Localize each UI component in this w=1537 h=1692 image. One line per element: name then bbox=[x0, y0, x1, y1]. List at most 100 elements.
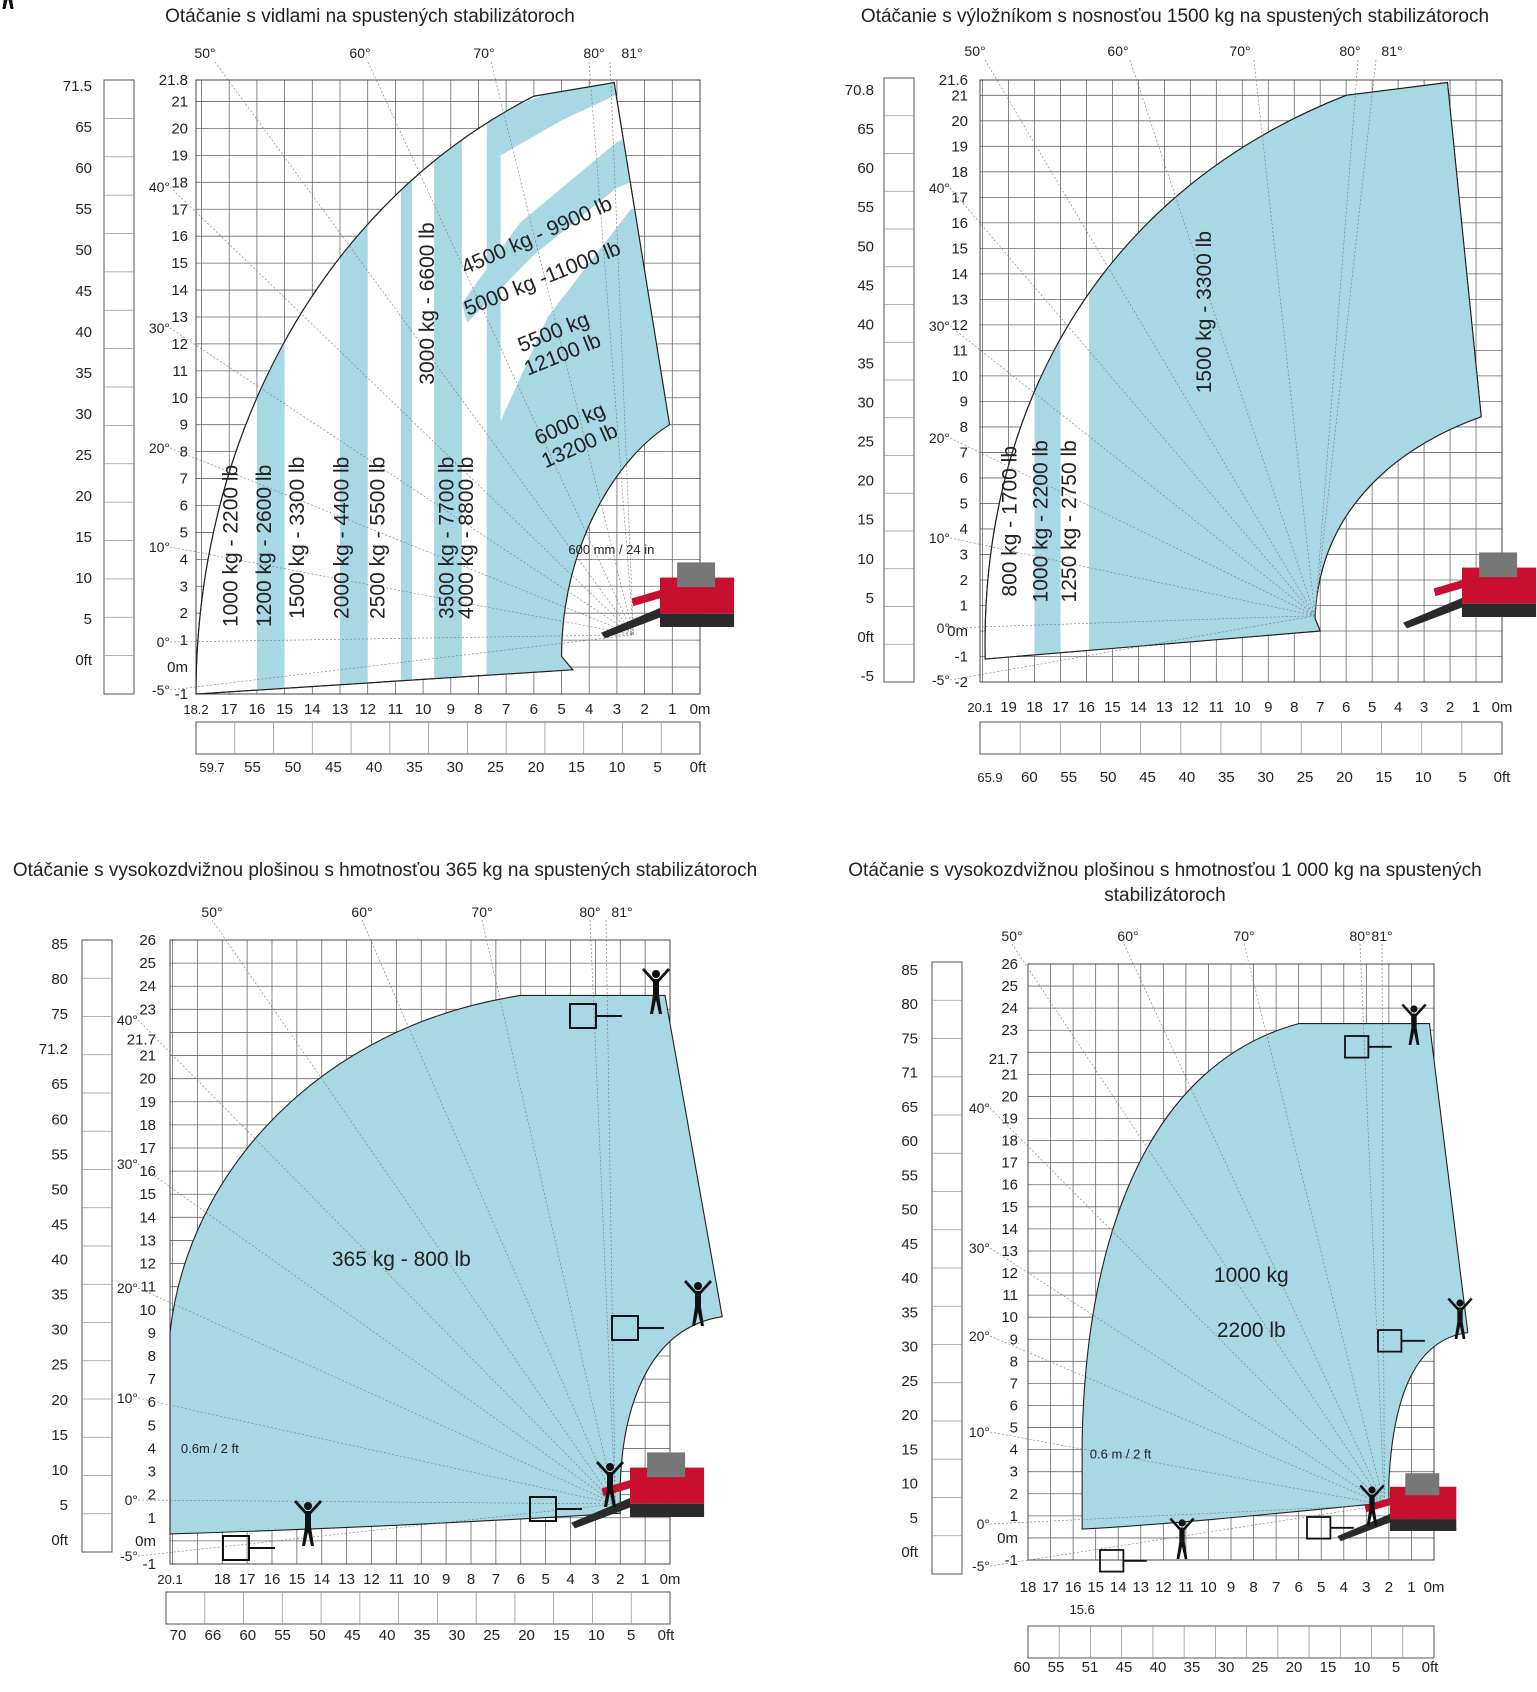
c2-series-label: 800 kg - 1700 lb bbox=[998, 446, 1021, 597]
c3-person-icon bbox=[684, 1280, 712, 1326]
c1-ft-ytick: 15 bbox=[75, 529, 92, 546]
c1-ytick: 3 bbox=[180, 578, 188, 595]
c2-xtick: 1 bbox=[1472, 699, 1480, 716]
c3-ft-xtick: 50 bbox=[309, 1627, 326, 1644]
c3-person-icon bbox=[294, 1500, 322, 1546]
c4-ytick: 16 bbox=[1001, 1177, 1018, 1194]
c2-ytick: 7 bbox=[960, 444, 968, 461]
c4-ytick: 21.7 bbox=[989, 1051, 1018, 1068]
c3-ft-ytick: 35 bbox=[51, 1287, 68, 1304]
c4-basket-frame bbox=[1306, 1516, 1332, 1540]
c3-ft-xtick: 66 bbox=[205, 1627, 222, 1644]
c4-ytick: 9 bbox=[1010, 1331, 1018, 1348]
c1-ft-xtick: 15 bbox=[568, 759, 585, 776]
c4-xtick: 17 bbox=[1042, 1579, 1059, 1596]
c2-ft-xtick: 25 bbox=[1297, 769, 1314, 786]
c3-xtick: 17 bbox=[239, 1571, 256, 1588]
c2-ytick: 21.6 bbox=[939, 72, 968, 89]
c2-xtick: 4 bbox=[1394, 699, 1402, 716]
c2-series-label: 1000 kg - 2200 lb bbox=[1030, 440, 1053, 602]
c3-person-torso bbox=[607, 1472, 613, 1488]
c4-ft-ytick: 75 bbox=[901, 1030, 918, 1047]
c1-ytick: 7 bbox=[180, 471, 188, 488]
c3-xtick: 8 bbox=[467, 1571, 475, 1588]
c1-ytick: 2 bbox=[180, 605, 188, 622]
c4-ytick: 17 bbox=[1001, 1155, 1018, 1172]
c3-ft-xtick: 40 bbox=[379, 1627, 396, 1644]
chart-4-title: Otáčanie s vysokozdvižnou plošinou s hmo… bbox=[848, 860, 1482, 906]
c2-angle-top: 50° bbox=[964, 43, 985, 59]
c3-ytick: 1 bbox=[148, 1510, 156, 1527]
c2-xtick: 0m bbox=[1492, 699, 1513, 716]
c4-envelope bbox=[1081, 1023, 1469, 1530]
c4-ytick: 18 bbox=[1001, 1133, 1018, 1150]
c2-ytick: -1 bbox=[955, 648, 968, 665]
c4-machine-icon bbox=[1337, 1473, 1457, 1542]
c4-person-icon bbox=[1169, 1517, 1195, 1559]
c2-angle-line bbox=[949, 615, 1316, 681]
c2-angle-left: 10° bbox=[929, 530, 950, 546]
c1-ft-xtick: 0ft bbox=[690, 759, 708, 776]
c4-ytick: 12 bbox=[1001, 1265, 1018, 1282]
c4-xtick: 16 bbox=[1065, 1579, 1082, 1596]
c4-ft-scale-x bbox=[1027, 1625, 1435, 1659]
c2-angle-top: 81° bbox=[1381, 43, 1402, 59]
c3-ytick: 0m bbox=[135, 1533, 156, 1550]
c4-ft-ytick: 50 bbox=[901, 1202, 918, 1219]
c1-angle-left: 20° bbox=[149, 440, 170, 456]
c3-angle-line bbox=[137, 1503, 616, 1557]
c3-ytick: 9 bbox=[148, 1325, 156, 1342]
c2-ft-xtick: 65.9 bbox=[977, 770, 1002, 785]
c4-machine-chassis bbox=[1390, 1519, 1457, 1531]
c3-ytick: 17 bbox=[139, 1140, 156, 1157]
c3-ytick: 4 bbox=[148, 1440, 156, 1457]
c1-series-label: 2500 kg - 5500 lb bbox=[366, 457, 389, 619]
c4-series-label: 2200 lb bbox=[1217, 1319, 1286, 1342]
c1-angle-left: 0° bbox=[157, 634, 170, 650]
c2-xtick: 8 bbox=[1290, 699, 1298, 716]
c1-ytick: -1 bbox=[175, 686, 188, 703]
c4-series-label: 1000 kg bbox=[1214, 1264, 1289, 1287]
c2-envelope-outline bbox=[984, 81, 1482, 660]
c2-ytick: 14 bbox=[951, 266, 968, 283]
c3-xtick: 13 bbox=[338, 1571, 355, 1588]
c2-ytick: 17 bbox=[951, 189, 968, 206]
c3-xtick: 2 bbox=[616, 1571, 624, 1588]
c4-ft-xtick: 10 bbox=[1354, 1659, 1371, 1676]
c3-person-legs bbox=[650, 995, 662, 1014]
c4-ft-xtick: 55 bbox=[1048, 1659, 1065, 1676]
c2-ytick: 19 bbox=[951, 138, 968, 155]
c4-angle-line bbox=[1123, 943, 1385, 1505]
c1-xtick: 13 bbox=[332, 701, 349, 718]
c3-ytick: 15 bbox=[139, 1186, 156, 1203]
c2-xtick: 6 bbox=[1342, 699, 1350, 716]
c3-angle-line bbox=[137, 1499, 616, 1505]
c3-xtick: 6 bbox=[517, 1571, 525, 1588]
c3-ft-ytick: 5 bbox=[60, 1497, 68, 1514]
c1-ft-scale-x bbox=[195, 721, 701, 755]
c3-angle-left: 0° bbox=[125, 1492, 138, 1508]
c1-series-label: 2000 kg - 4400 lb bbox=[330, 457, 353, 619]
c4-ft-ytick: 55 bbox=[901, 1167, 918, 1184]
c4-person-head bbox=[1368, 1486, 1376, 1494]
c4-angle-line bbox=[1011, 943, 1385, 1505]
c1-series-label: 3500 kg - 7700 lb bbox=[436, 457, 459, 619]
c1-ft-ytick: 10 bbox=[75, 570, 92, 587]
c1-xtick: 4 bbox=[585, 701, 593, 718]
chart-3-title: Otáčanie s vysokozdvižnou plošinou s hmo… bbox=[12, 860, 758, 881]
c3-xtick: 14 bbox=[313, 1571, 330, 1588]
c4-person-legs bbox=[1454, 1321, 1466, 1339]
c1-angle-top: 80° bbox=[583, 45, 604, 61]
c2-xtick: 14 bbox=[1130, 699, 1147, 716]
c3-angle-left: 10° bbox=[117, 1390, 138, 1406]
c3-xtick: 3 bbox=[591, 1571, 599, 1588]
c3-person-torso bbox=[653, 979, 659, 995]
c1-ytick: 0m bbox=[167, 659, 188, 676]
c3-person-arm-r bbox=[612, 1461, 624, 1475]
c3-machine-cab bbox=[647, 1452, 686, 1478]
c1-ytick: 5 bbox=[180, 524, 188, 541]
c4-ft-ytick: 30 bbox=[901, 1339, 918, 1356]
c1-series-label: 4000 kg - 8800 lb bbox=[455, 457, 478, 619]
c3-annotation: 0.6m / 2 ft bbox=[181, 1441, 239, 1456]
c1-annotation: 600 mm / 24 in bbox=[568, 542, 654, 557]
